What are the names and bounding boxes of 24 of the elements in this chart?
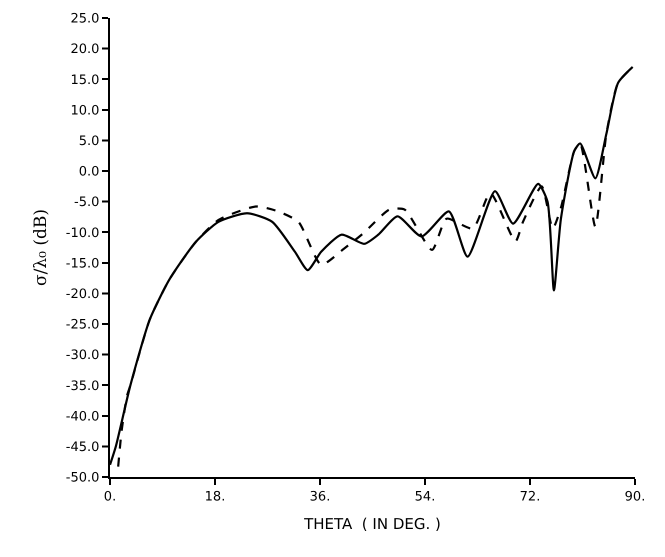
y-tick-label: -35.0	[66, 378, 100, 394]
x-tick-label: 54.	[414, 490, 436, 505]
y-tick-label: -20.0	[66, 286, 100, 302]
x-axis-title: THETA ( IN DEG. )	[303, 515, 441, 534]
y-tick-label: -45.0	[66, 440, 100, 455]
y-tick-label: -50.0	[66, 470, 100, 486]
y-tick-label: 25.0	[70, 12, 100, 27]
y-tick-label: -10.0	[66, 226, 100, 241]
y-tick-label: -30.0	[66, 348, 100, 364]
y-tick-label: -25.0	[66, 318, 100, 333]
y-tick-label: 0.0	[78, 164, 100, 180]
y-axis-title: σ/λ₀ (dB)	[30, 209, 51, 286]
y-tick-label: -5.0	[74, 195, 100, 210]
y-tick-label: 5.0	[78, 134, 100, 149]
x-tick-label: 72.	[520, 490, 540, 505]
x-tick-label: 18.	[204, 490, 226, 505]
y-tick-label: 15.0	[70, 72, 100, 88]
x-tick-label: 0.	[104, 490, 116, 505]
y-tick-label: -15.0	[66, 256, 100, 272]
x-tick-label: 90.	[624, 490, 646, 505]
y-tick-label: 20.0	[70, 42, 100, 58]
x-tick-label: 36.	[310, 490, 330, 505]
y-tick-label: -40.0	[66, 409, 100, 424]
y-tick-label: 10.0	[70, 103, 100, 118]
